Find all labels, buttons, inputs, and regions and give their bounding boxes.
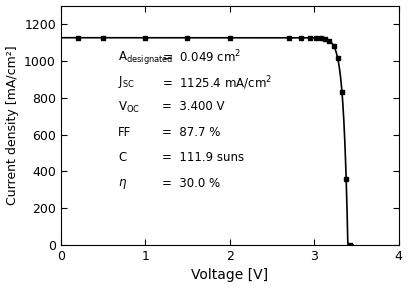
Text: =  3.400 V: = 3.400 V — [162, 100, 225, 113]
Text: J$_{\mathregular{SC}}$: J$_{\mathregular{SC}}$ — [118, 74, 135, 90]
Text: A$_{\mathregular{designated}}$: A$_{\mathregular{designated}}$ — [118, 49, 173, 66]
Text: V$_{\mathregular{OC}}$: V$_{\mathregular{OC}}$ — [118, 100, 140, 115]
Text: C: C — [118, 151, 126, 164]
Text: FF: FF — [118, 126, 131, 139]
Text: =  30.0 %: = 30.0 % — [162, 177, 220, 190]
X-axis label: Voltage [V]: Voltage [V] — [191, 268, 268, 283]
Text: =  0.049 cm$^{\mathregular{2}}$: = 0.049 cm$^{\mathregular{2}}$ — [162, 49, 241, 65]
Text: =  1125.4 mA/cm$^{\mathregular{2}}$: = 1125.4 mA/cm$^{\mathregular{2}}$ — [162, 74, 272, 92]
Y-axis label: Current density [mA/cm²]: Current density [mA/cm²] — [6, 46, 18, 205]
Text: =  87.7 %: = 87.7 % — [162, 126, 220, 139]
Text: =  111.9 suns: = 111.9 suns — [162, 151, 244, 164]
Text: $\eta$: $\eta$ — [118, 177, 127, 191]
